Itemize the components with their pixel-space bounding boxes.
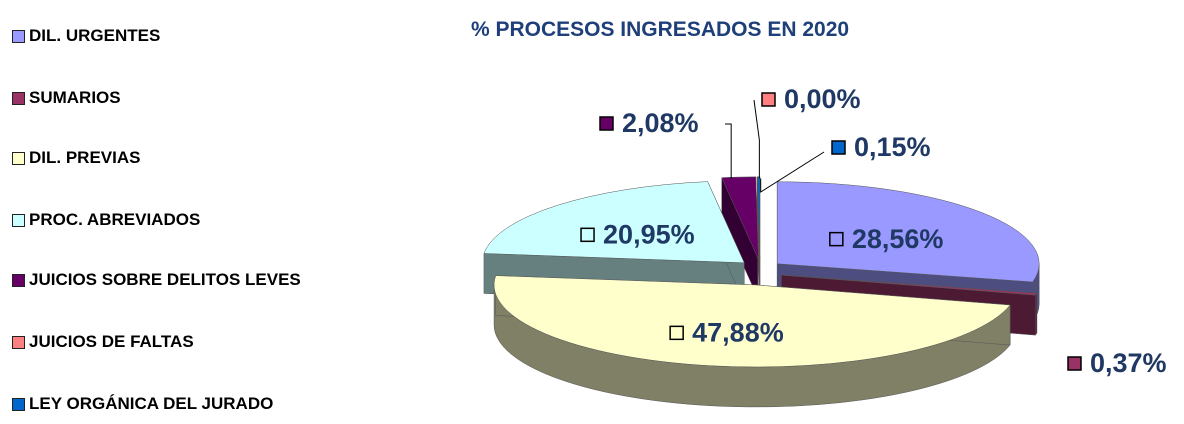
legend-swatch <box>12 214 25 227</box>
legend-label: JUICIOS SOBRE DELITOS LEVES <box>29 270 301 289</box>
legend-item: PROC. ABREVIADOS <box>12 209 342 231</box>
legend-label: DIL. PREVIAS <box>29 148 141 167</box>
leader-line <box>725 123 732 179</box>
legend-swatch <box>12 152 25 165</box>
legend-swatch <box>12 336 25 349</box>
data-label: 0,37% <box>1090 348 1167 378</box>
legend-label: SUMARIOS <box>29 88 121 107</box>
chart-title: % PROCESOS INGRESADOS EN 2020 <box>471 18 849 41</box>
label-swatch <box>761 92 776 107</box>
legend-label: LEY ORGÁNICA DEL JURADO <box>29 394 274 413</box>
leader-line <box>760 151 825 193</box>
legend-item: DIL. URGENTES <box>12 25 342 47</box>
legend-label: JUICIOS DE FALTAS <box>29 332 194 351</box>
label-swatch <box>599 116 614 131</box>
leader-line <box>753 99 760 179</box>
slice <box>781 274 1038 296</box>
slice <box>721 176 759 259</box>
label-swatch <box>831 140 846 155</box>
data-label: 2,08% <box>622 108 699 138</box>
slice <box>776 181 1040 283</box>
legend-item: JUICIOS DE FALTAS <box>12 331 342 353</box>
label-swatch <box>669 325 684 341</box>
legend-swatch <box>12 30 25 43</box>
data-label: 28,56% <box>852 224 944 254</box>
legend-swatch <box>12 92 25 105</box>
legend-swatch <box>12 398 25 411</box>
label-swatch <box>829 231 844 247</box>
data-label: 0,00% <box>784 84 861 114</box>
legend-label: DIL. URGENTES <box>29 26 161 45</box>
data-label: 47,88% <box>692 317 784 347</box>
data-label: 0,15% <box>854 132 931 162</box>
legend-item: LEY ORGÁNICA DEL JURADO <box>12 393 342 415</box>
data-label: 20,95% <box>603 219 695 249</box>
legend-item: JUICIOS SOBRE DELITOS LEVES <box>12 269 342 291</box>
label-swatch <box>580 227 595 243</box>
legend-item: SUMARIOS <box>12 87 342 109</box>
legend-swatch <box>12 274 25 287</box>
legend-label: PROC. ABREVIADOS <box>29 210 201 229</box>
legend-item: DIL. PREVIAS <box>12 147 342 169</box>
label-swatch <box>1067 356 1082 371</box>
slice <box>493 275 1011 368</box>
slice <box>483 181 745 264</box>
